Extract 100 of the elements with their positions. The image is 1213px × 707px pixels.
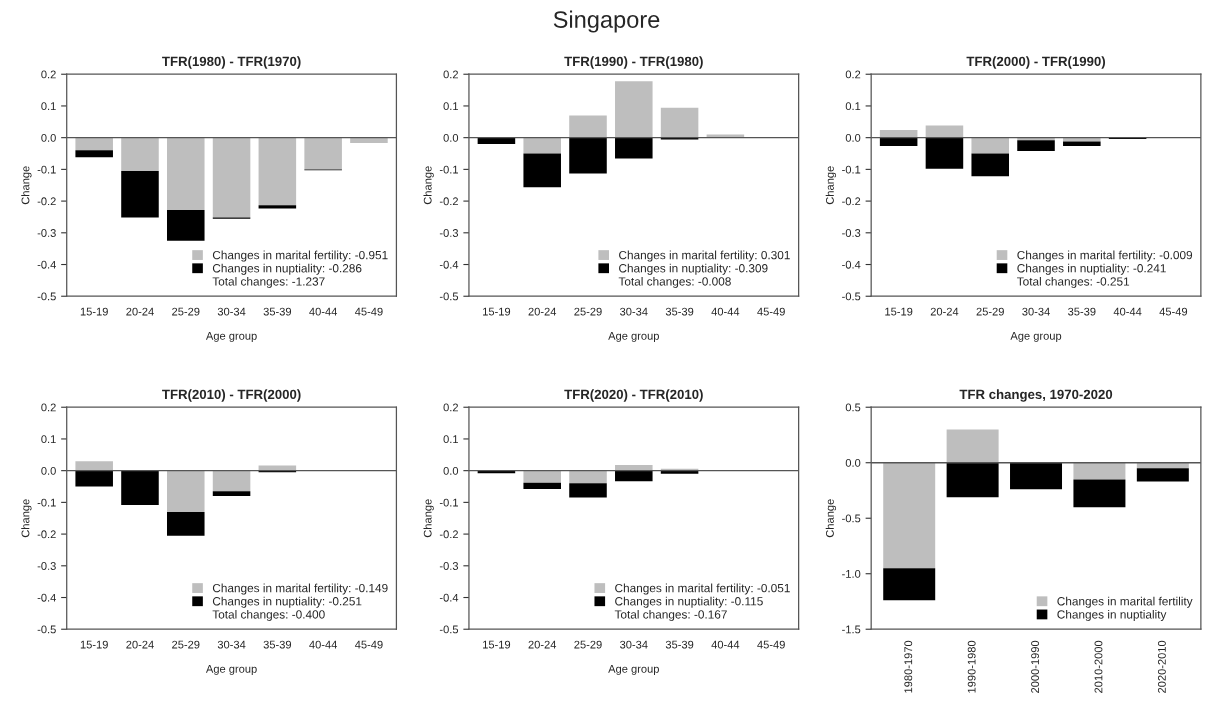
y-tick-label: -0.4 bbox=[439, 260, 459, 269]
y-axis-title: Change bbox=[825, 499, 837, 538]
chart-title: TFR(2020) - TFR(2010) bbox=[564, 389, 703, 402]
x-tick-label: 20-24 bbox=[126, 307, 154, 316]
x-tick-label: 25-29 bbox=[976, 307, 1004, 316]
bar bbox=[258, 137, 297, 206]
y-tick-label: 0.5 bbox=[845, 403, 861, 412]
bar bbox=[946, 429, 999, 463]
bar bbox=[615, 137, 653, 159]
legend-label: Changes in nuptiality bbox=[1057, 609, 1167, 621]
bar bbox=[569, 137, 607, 174]
y-tick-label: 0.0 bbox=[845, 133, 861, 142]
annotation: Total changes: -0.008 bbox=[618, 276, 731, 288]
x-tick-label: 25-29 bbox=[172, 307, 200, 316]
bar bbox=[121, 470, 159, 505]
bar bbox=[350, 137, 388, 144]
bar bbox=[167, 209, 205, 241]
x-tick-label: 15-19 bbox=[885, 307, 913, 316]
bar bbox=[883, 462, 936, 569]
bar bbox=[258, 205, 297, 209]
x-tick-label: 40-44 bbox=[1113, 307, 1142, 316]
bar bbox=[304, 137, 342, 170]
chart-title: TFR(1980) - TFR(1970) bbox=[162, 56, 301, 69]
bar bbox=[883, 568, 936, 601]
bar bbox=[660, 107, 699, 138]
bar bbox=[569, 470, 607, 484]
y-axis-title: Change bbox=[423, 499, 434, 538]
y-tick-label: -0.4 bbox=[37, 593, 56, 602]
x-tick-label: 40-44 bbox=[711, 307, 740, 316]
y-tick-label: 0.1 bbox=[443, 435, 458, 444]
x-tick-label: 2020-2010 bbox=[1157, 640, 1166, 693]
legend-label: Changes in marital fertility: -0.149 bbox=[212, 583, 388, 595]
bar bbox=[1136, 468, 1189, 482]
legend-label: Changes in marital fertility: -0.009 bbox=[1017, 250, 1193, 262]
y-tick-label: 0.0 bbox=[443, 133, 459, 142]
y-tick-label: -0.4 bbox=[37, 260, 56, 269]
y-tick-label: 0.1 bbox=[41, 435, 56, 444]
bar bbox=[1010, 462, 1063, 490]
x-axis-title: Age group bbox=[205, 332, 257, 342]
bar bbox=[75, 137, 113, 151]
y-tick-label: -0.5 bbox=[439, 625, 459, 634]
y-axis-title: Change bbox=[825, 166, 837, 205]
bar bbox=[615, 81, 653, 138]
bar bbox=[879, 137, 918, 146]
legend-label: Changes in nuptiality: -0.251 bbox=[212, 596, 362, 608]
x-tick-label: 20-24 bbox=[528, 640, 557, 649]
y-tick-label: -0.2 bbox=[842, 197, 861, 206]
bar bbox=[925, 137, 964, 169]
y-tick-label: -0.5 bbox=[37, 292, 56, 301]
y-tick-label: 0.0 bbox=[41, 133, 56, 142]
y-tick-label: -0.2 bbox=[37, 530, 56, 539]
annotation: Total changes: -1.237 bbox=[212, 276, 325, 288]
chart-title: TFR changes, 1970-2020 bbox=[959, 389, 1113, 402]
x-tick-label: 45-49 bbox=[757, 640, 785, 649]
y-tick-label: -0.5 bbox=[439, 292, 459, 301]
bar bbox=[971, 153, 1010, 177]
bar bbox=[75, 461, 113, 471]
y-tick-label: -0.2 bbox=[439, 197, 458, 206]
x-tick-label: 30-34 bbox=[217, 307, 246, 316]
x-tick-label: 15-19 bbox=[80, 307, 108, 316]
x-tick-label: 40-44 bbox=[309, 640, 338, 649]
legend-label: Changes in marital fertility: -0.051 bbox=[615, 583, 790, 595]
legend-label: Changes in nuptiality: -0.241 bbox=[1017, 263, 1166, 275]
x-tick-label: 35-39 bbox=[665, 640, 694, 649]
x-tick-label: 30-34 bbox=[1022, 307, 1050, 316]
legend-label: Changes in marital fertility bbox=[1057, 596, 1193, 608]
y-tick-label: 0.0 bbox=[443, 466, 459, 475]
y-tick-label: -0.2 bbox=[439, 530, 458, 539]
bar bbox=[212, 491, 251, 497]
y-tick-label: 0.0 bbox=[41, 466, 56, 475]
y-tick-label: -0.5 bbox=[842, 292, 861, 301]
x-tick-label: 45-49 bbox=[354, 640, 383, 649]
bar bbox=[971, 137, 1010, 154]
x-tick-label: 30-34 bbox=[620, 307, 648, 316]
y-tick-label: -0.3 bbox=[439, 229, 459, 237]
x-tick-label: 35-39 bbox=[1068, 307, 1096, 316]
bar bbox=[523, 470, 561, 483]
x-tick-label: 1990-1980 bbox=[967, 640, 976, 693]
chart-title: TFR(1990) - TFR(1980) bbox=[564, 56, 703, 69]
x-tick-label: 40-44 bbox=[711, 640, 740, 649]
bar bbox=[946, 462, 999, 498]
y-tick-label: -0.4 bbox=[439, 593, 459, 602]
y-tick-label: 0.1 bbox=[41, 102, 56, 111]
x-tick-label: 25-29 bbox=[574, 307, 602, 316]
bar bbox=[167, 470, 205, 512]
x-axis-title: Age group bbox=[1010, 332, 1062, 342]
y-tick-label: -0.3 bbox=[37, 562, 56, 570]
x-tick-label: 1980-1970 bbox=[904, 640, 913, 693]
x-tick-label: 35-39 bbox=[665, 307, 694, 316]
bar bbox=[569, 115, 607, 138]
y-tick-label: -0.1 bbox=[37, 498, 56, 507]
bar bbox=[925, 125, 964, 138]
x-tick-label: 2000-1990 bbox=[1031, 640, 1039, 693]
y-tick-label: -0.1 bbox=[439, 165, 458, 174]
y-tick-label: -0.2 bbox=[37, 197, 56, 206]
y-tick-label: 0.0 bbox=[845, 459, 861, 467]
x-tick-label: 20-24 bbox=[930, 307, 959, 316]
annotation: Total changes: -0.251 bbox=[1017, 276, 1130, 288]
y-tick-label: 0.1 bbox=[443, 102, 458, 111]
bar bbox=[523, 137, 561, 154]
